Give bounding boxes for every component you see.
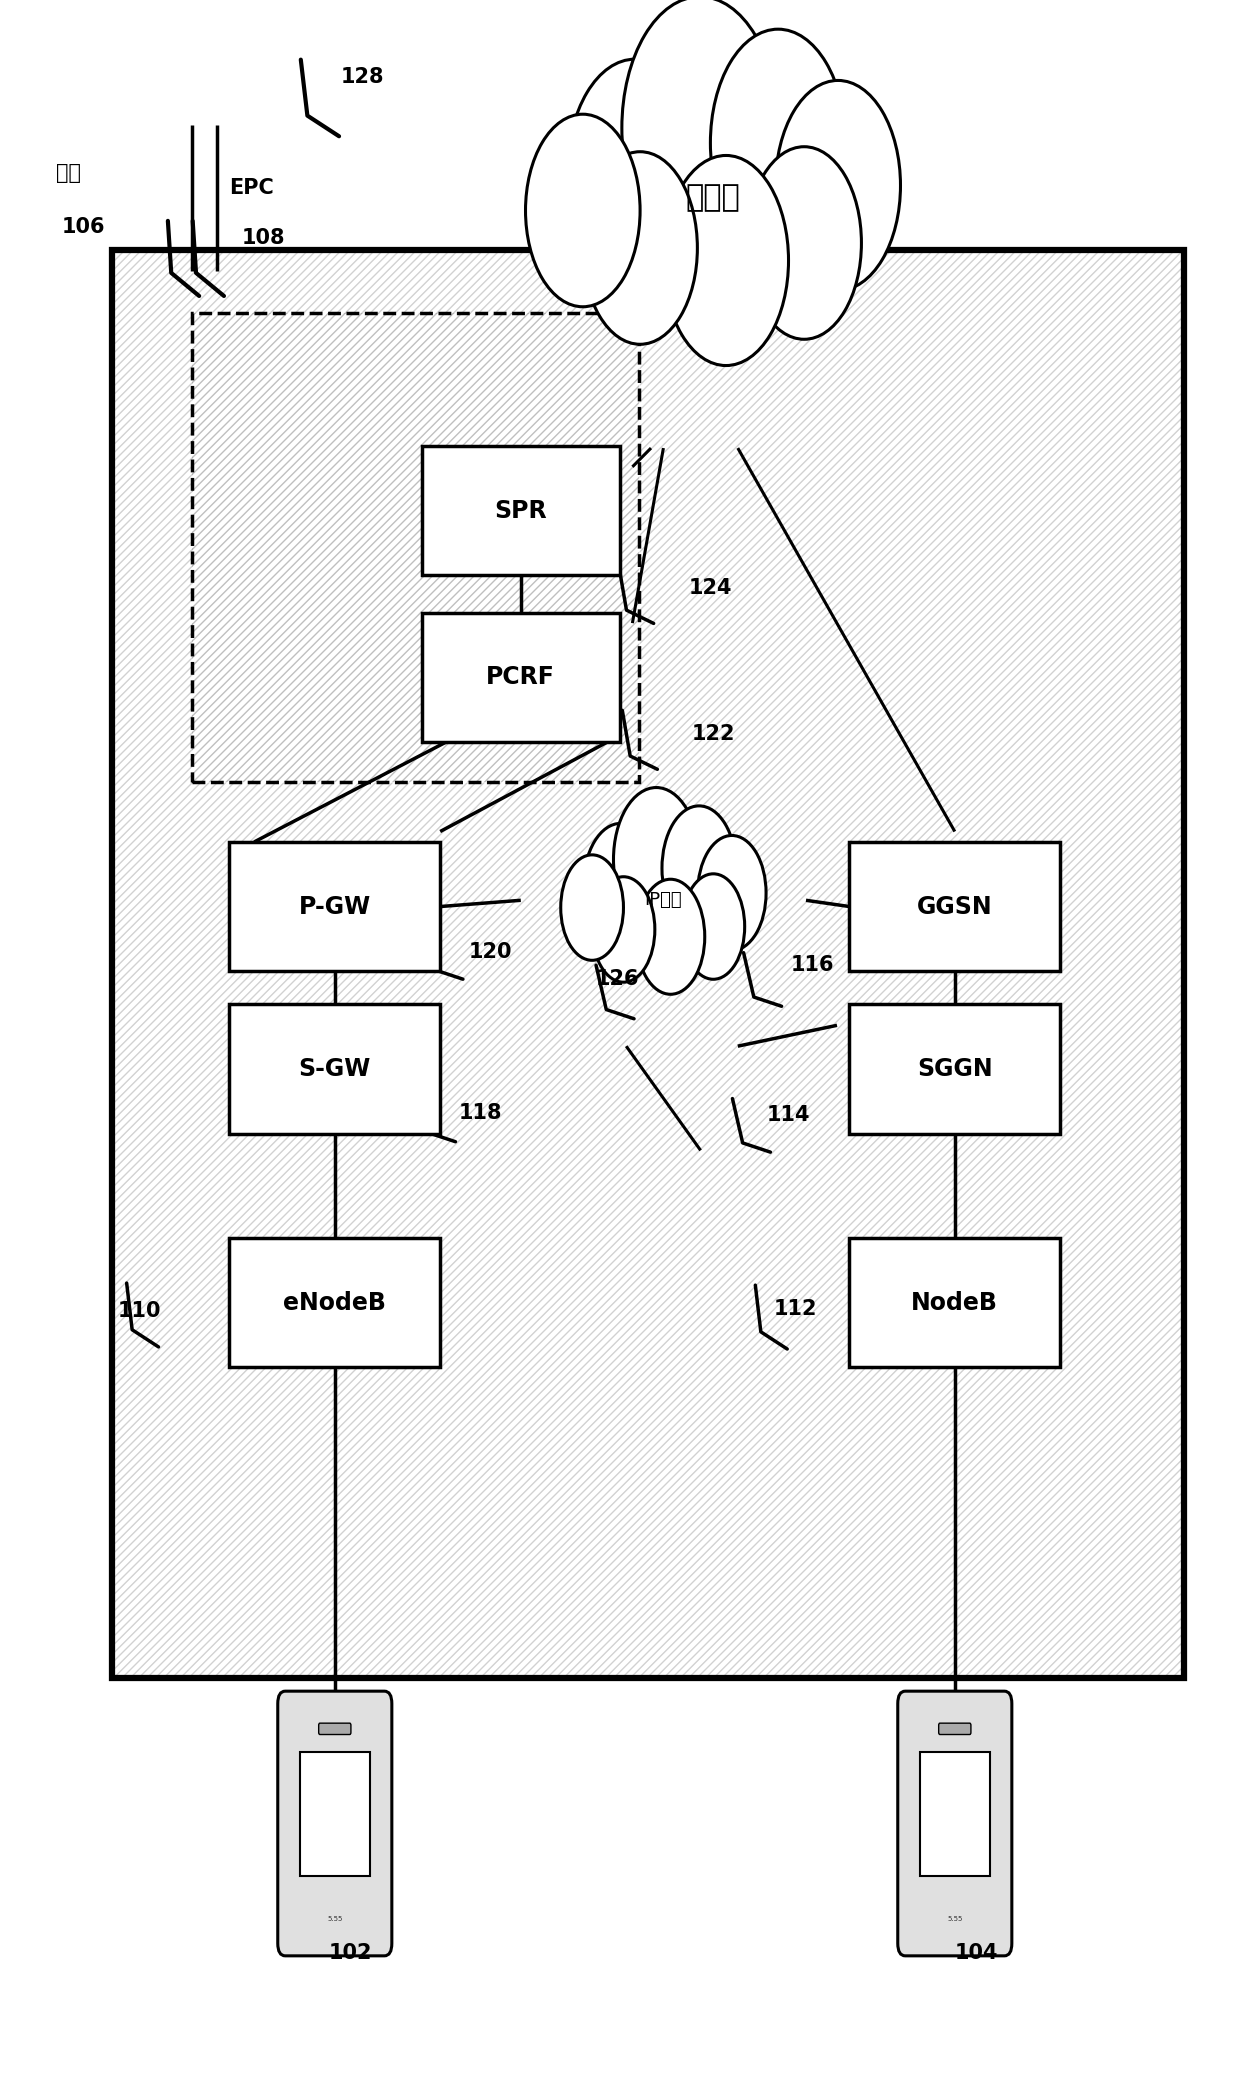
Text: 114: 114 xyxy=(766,1105,810,1125)
FancyBboxPatch shape xyxy=(319,1723,351,1734)
FancyBboxPatch shape xyxy=(849,842,1060,971)
Text: 互联网: 互联网 xyxy=(686,183,740,213)
Text: NodeB: NodeB xyxy=(911,1290,998,1315)
Text: SGGN: SGGN xyxy=(918,1057,992,1082)
FancyBboxPatch shape xyxy=(112,250,1184,1678)
FancyBboxPatch shape xyxy=(422,613,620,742)
Text: 118: 118 xyxy=(459,1102,502,1123)
Text: 120: 120 xyxy=(469,942,512,963)
FancyBboxPatch shape xyxy=(920,1751,990,1876)
Text: 112: 112 xyxy=(774,1298,817,1319)
FancyBboxPatch shape xyxy=(192,313,639,782)
Text: EPC: EPC xyxy=(229,177,274,198)
FancyBboxPatch shape xyxy=(849,1238,1060,1367)
Text: SPR: SPR xyxy=(495,498,547,523)
Text: eNodeB: eNodeB xyxy=(284,1290,386,1315)
FancyBboxPatch shape xyxy=(422,446,620,575)
Text: 110: 110 xyxy=(118,1300,161,1321)
Text: 128: 128 xyxy=(341,67,384,88)
Text: 126: 126 xyxy=(595,969,639,990)
Text: 108: 108 xyxy=(242,227,285,248)
Text: 106: 106 xyxy=(62,217,105,238)
FancyBboxPatch shape xyxy=(939,1723,971,1734)
Text: 5.55: 5.55 xyxy=(947,1917,962,1921)
Text: 网络: 网络 xyxy=(56,163,81,183)
Text: 104: 104 xyxy=(955,1942,998,1963)
FancyBboxPatch shape xyxy=(278,1692,392,1955)
Text: IP核心: IP核心 xyxy=(645,892,682,909)
FancyBboxPatch shape xyxy=(849,1004,1060,1134)
Text: 5.55: 5.55 xyxy=(327,1917,342,1921)
FancyBboxPatch shape xyxy=(229,1238,440,1367)
Text: 102: 102 xyxy=(329,1942,372,1963)
FancyBboxPatch shape xyxy=(229,1004,440,1134)
Text: 122: 122 xyxy=(692,723,735,744)
FancyBboxPatch shape xyxy=(229,842,440,971)
Text: S-GW: S-GW xyxy=(299,1057,371,1082)
Text: P-GW: P-GW xyxy=(299,894,371,919)
Text: 116: 116 xyxy=(791,954,835,975)
Text: 124: 124 xyxy=(688,577,732,598)
FancyBboxPatch shape xyxy=(898,1692,1012,1955)
Text: GGSN: GGSN xyxy=(918,894,992,919)
Text: PCRF: PCRF xyxy=(486,665,556,690)
FancyBboxPatch shape xyxy=(300,1751,370,1876)
